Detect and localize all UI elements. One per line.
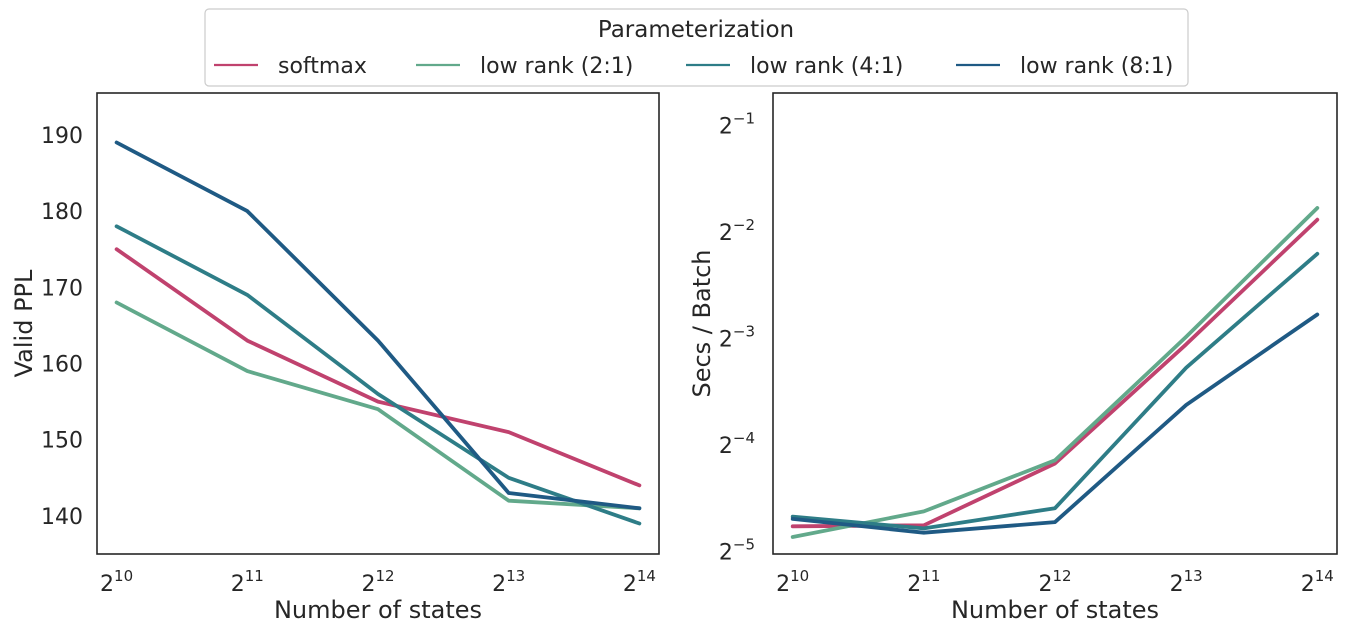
tick-base: 2	[1301, 572, 1315, 597]
legend-entry: low rank (8:1)	[956, 54, 1173, 79]
x-tick-label: 213	[1170, 567, 1203, 597]
x-tick-label: 212	[361, 567, 394, 597]
x-axis-label: Number of states	[951, 596, 1159, 624]
y-axis-label: Secs / Batch	[688, 249, 716, 397]
y-tick-label: 150	[41, 429, 83, 454]
x-axis-label: Number of states	[274, 596, 482, 624]
x-tick-label: 210	[100, 567, 133, 597]
tick-exponent: 14	[637, 567, 656, 585]
legend-label: low rank (8:1)	[1020, 54, 1173, 79]
tick-base: 2	[361, 572, 375, 597]
x-tick-label: 213	[492, 567, 525, 597]
legend: Parameterization softmax low rank (2:1) low…	[204, 8, 1189, 87]
tick-base: 2	[907, 572, 921, 597]
series-line-1	[114, 247, 642, 488]
x-tick-label: 210	[776, 567, 809, 597]
tick-base: 2	[231, 572, 245, 597]
y-tick-label: 2−3	[719, 322, 755, 352]
legend-label: low rank (2:1)	[480, 54, 633, 79]
tick-exponent: −4	[733, 429, 755, 447]
y-tick-label: 2−4	[719, 429, 755, 459]
tick-base: 2	[1170, 572, 1184, 597]
tick-base: 2	[100, 572, 114, 597]
tick-exponent: −3	[733, 322, 755, 340]
y-tick-label: 2−5	[719, 535, 755, 565]
x-tick-label: 212	[1038, 567, 1071, 597]
tick-base: 2	[776, 572, 790, 597]
y-tick-label: 2−2	[719, 216, 755, 246]
tick-base: 2	[623, 572, 637, 597]
legend-title: Parameterization	[598, 17, 794, 43]
series-line-3	[790, 251, 1320, 531]
x-tick-label: 214	[623, 567, 656, 597]
tick-exponent: −2	[733, 216, 755, 234]
plot-frame	[96, 92, 660, 555]
tick-exponent: 10	[114, 567, 133, 585]
series-line-2	[790, 206, 1320, 539]
plot-frame	[772, 92, 1338, 555]
tick-exponent: 10	[790, 567, 809, 585]
y-tick-label: 180	[41, 200, 83, 225]
y-tick-label: 2−1	[719, 109, 755, 139]
y-tick-label: 160	[41, 353, 83, 378]
tick-base: 2	[719, 114, 733, 139]
tick-base: 2	[492, 572, 506, 597]
series-line-4	[790, 312, 1320, 535]
tick-base: 2	[719, 434, 733, 459]
x-tick-label: 214	[1301, 567, 1334, 597]
tick-exponent: 14	[1315, 567, 1334, 585]
series-line-3	[114, 224, 642, 526]
tick-base: 2	[719, 540, 733, 565]
legend-entry: low rank (4:1)	[686, 54, 903, 79]
tick-exponent: 11	[245, 567, 264, 585]
legend-label: low rank (4:1)	[750, 54, 903, 79]
y-axis-label: Valid PPL	[10, 269, 38, 377]
legend-entry: softmax	[214, 54, 367, 79]
x-tick-label: 211	[907, 567, 940, 597]
tick-exponent: 13	[506, 567, 525, 585]
tick-exponent: 11	[921, 567, 940, 585]
x-tick-label: 211	[231, 567, 264, 597]
tick-exponent: −5	[733, 535, 755, 553]
series-line-1	[790, 217, 1320, 529]
y-tick-label: 170	[41, 276, 83, 301]
tick-base: 2	[719, 327, 733, 352]
tick-base: 2	[1038, 572, 1052, 597]
tick-base: 2	[719, 221, 733, 246]
chart-panel-1: 210 211 212 213 214140150160170180190Number …	[10, 92, 660, 624]
tick-exponent: 12	[375, 567, 394, 585]
tick-exponent: 13	[1184, 567, 1203, 585]
series-line-4	[114, 140, 642, 511]
legend-entry: low rank (2:1)	[416, 54, 633, 79]
y-tick-label: 140	[41, 505, 83, 530]
legend-frame	[204, 8, 1189, 87]
legend-label: softmax	[278, 54, 367, 79]
tick-exponent: −1	[733, 109, 755, 127]
y-tick-label: 190	[41, 124, 83, 149]
tick-exponent: 12	[1052, 567, 1071, 585]
series-line-2	[114, 300, 642, 511]
